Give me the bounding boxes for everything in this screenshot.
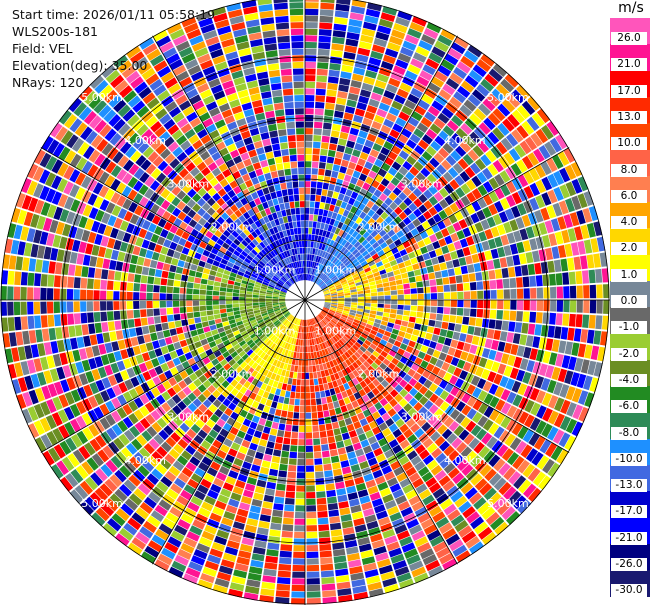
azimuth-line	[304, 299, 458, 565]
azimuth-line	[304, 299, 570, 453]
colorbar-tick-label: 26.0	[611, 32, 647, 45]
colorbar-tick-label: 8.0	[611, 163, 647, 177]
azimuth-line	[304, 147, 570, 301]
azimuth-line	[304, 35, 458, 301]
colorbar-tick-label: 1.0	[611, 268, 647, 282]
field-name: Field: VEL	[12, 41, 73, 56]
azimuth-line	[152, 299, 306, 565]
range-label: 3.00km	[401, 177, 443, 190]
colorbar-tick-label: -13.0	[611, 479, 647, 493]
scan-info: Start time: 2026/01/11 05:58:19 WLS200s-…	[12, 6, 215, 91]
colorbar-tick-label: 4.0	[611, 216, 647, 230]
colorbar-tick-label: -30.0	[611, 584, 647, 598]
ppi-scan-plot: 1.00km 1.00km 1.00km 1.00km 2.00km 2.00km 2.00…	[0, 0, 610, 605]
colorbar-tick-label: -17.0	[611, 505, 647, 519]
range-label: 2.00km	[358, 221, 400, 234]
range-label: 1.00km	[315, 324, 357, 337]
range-label: 3.00km	[168, 177, 210, 190]
start-time: Start time: 2026/01/11 05:58:19	[12, 7, 216, 22]
colorbar-tick-label: -8.0	[611, 426, 647, 440]
range-label: 5.00km	[487, 497, 529, 510]
colorbar-tick-label: -10.0	[611, 452, 647, 466]
nrays: NRays: 120	[12, 75, 84, 90]
range-label: 3.00km	[168, 411, 210, 424]
range-label: 3.00km	[401, 411, 443, 424]
range-label: 5.00km	[81, 497, 123, 510]
range-label: 5.00km	[487, 91, 529, 104]
range-label: 2.00km	[358, 368, 400, 381]
colorbar-tick-label: 17.0	[611, 84, 647, 98]
range-ring-labels: 1.00km 1.00km 1.00km 1.00km 2.00km 2.00km 2.00…	[81, 91, 528, 510]
velocity-gates	[0, 0, 610, 605]
colorbar-tick-label: 10.0	[611, 137, 647, 151]
colorbar-tick-label: -4.0	[611, 373, 647, 387]
range-label: 2.00km	[211, 368, 253, 381]
colorbar-tick-label: -1.0	[611, 321, 647, 335]
instrument-name: WLS200s-181	[12, 24, 98, 39]
range-label: 1.00km	[254, 264, 296, 277]
colorbar-tick-label: 2.0	[611, 242, 647, 256]
azimuth-line	[40, 147, 306, 301]
colorbar-tick-label: 6.0	[611, 189, 647, 203]
azimuth-lines	[0, 0, 610, 605]
azimuth-line	[152, 35, 306, 301]
range-label: 4.00km	[124, 134, 166, 147]
range-label: 1.00km	[315, 264, 357, 277]
range-label: 4.00km	[444, 134, 486, 147]
elevation: Elevation(deg): 35.00	[12, 58, 148, 73]
range-label: 4.00km	[444, 454, 486, 467]
colorbar-tick-label: -21.0	[611, 531, 647, 545]
range-label: 1.00km	[254, 324, 296, 337]
velocity-colorbar: 26.0 21.0 17.0 13.0 10.0 8.0 6.0 4.0 2.0 1.0 0.0 -1…	[610, 0, 650, 610]
azimuth-line	[40, 299, 306, 453]
range-label: 4.00km	[124, 454, 166, 467]
range-label: 2.00km	[211, 221, 253, 234]
colorbar-unit: m/s	[618, 0, 644, 16]
colorbar-tick-label: -6.0	[611, 400, 647, 414]
colorbar-tick-label: 13.0	[611, 110, 647, 124]
colorbar-tick-label: 0.0	[611, 295, 647, 308]
colorbar-tick-label: -2.0	[611, 347, 647, 361]
colorbar-tick-label: 21.0	[611, 58, 647, 72]
colorbar-tick-label: -26.0	[611, 558, 647, 571]
range-label: 5.00km	[81, 91, 123, 104]
